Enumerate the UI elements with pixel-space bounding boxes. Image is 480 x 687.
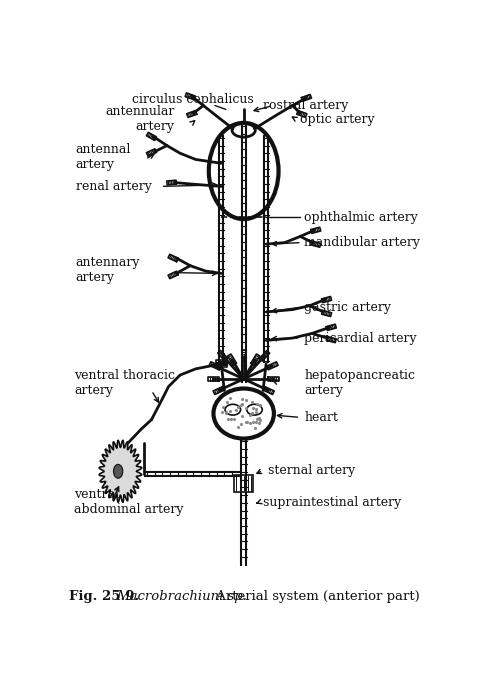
Text: antennal
artery: antennal artery (75, 143, 131, 171)
Bar (234, 475, 253, 492)
Text: Fig. 25.9.: Fig. 25.9. (69, 589, 140, 602)
Text: antennary
artery: antennary artery (75, 256, 140, 284)
Text: pericardial artery: pericardial artery (304, 332, 417, 345)
Text: Macrobrachium sp.: Macrobrachium sp. (116, 589, 247, 602)
Text: sternal artery: sternal artery (268, 464, 355, 477)
Ellipse shape (214, 389, 274, 438)
Text: heart: heart (304, 411, 338, 424)
Text: optic artery: optic artery (300, 113, 375, 126)
Text: antennular
artery: antennular artery (105, 105, 175, 133)
Text: circulus cephalicus: circulus cephalicus (132, 93, 254, 106)
Text: renal artery: renal artery (75, 180, 151, 193)
Text: gastric artery: gastric artery (304, 301, 391, 314)
Polygon shape (99, 440, 142, 502)
Text: ventral
abdominal artery: ventral abdominal artery (74, 488, 183, 516)
Text: Arterial system (anterior part): Arterial system (anterior part) (212, 589, 420, 602)
Ellipse shape (209, 123, 278, 219)
Text: supraintestinal artery: supraintestinal artery (263, 495, 401, 508)
Text: ophthalmic artery: ophthalmic artery (304, 211, 418, 224)
Text: ventral thoracic
artery: ventral thoracic artery (74, 369, 175, 396)
Ellipse shape (113, 464, 123, 478)
Text: mandibular artery: mandibular artery (304, 236, 420, 249)
Text: rostral artery: rostral artery (263, 99, 348, 112)
Text: hepatopancreatic
artery: hepatopancreatic artery (304, 369, 415, 396)
